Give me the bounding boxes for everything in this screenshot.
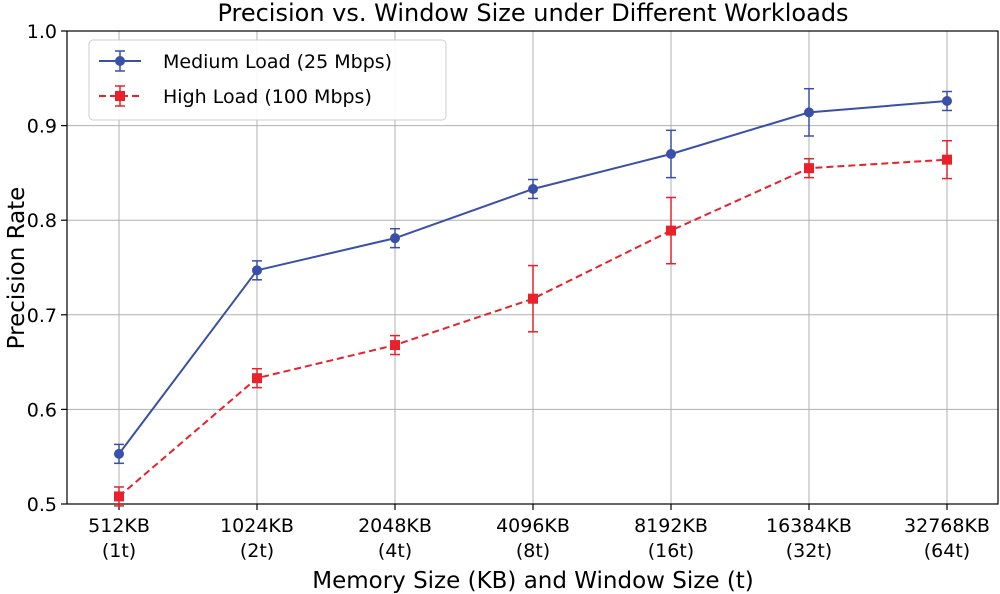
data-point xyxy=(528,293,538,304)
y-tick-label: 0.6 xyxy=(27,399,57,421)
series-layer xyxy=(114,87,952,507)
data-point xyxy=(390,340,400,351)
series-1 xyxy=(114,139,952,507)
legend-marker xyxy=(115,56,125,66)
x-tick-sublabel: (4t) xyxy=(378,540,412,562)
legend-label: High Load (100 Mbps) xyxy=(163,86,372,108)
data-point xyxy=(528,183,538,194)
data-point xyxy=(390,233,400,244)
chart-title: Precision vs. Window Size under Differen… xyxy=(217,0,848,27)
data-point xyxy=(666,225,676,236)
legend-box xyxy=(88,39,447,121)
legend-marker xyxy=(115,91,125,101)
data-point xyxy=(804,107,814,118)
data-point xyxy=(252,373,262,384)
x-tick-label: 2048KB xyxy=(358,515,432,537)
x-tick-sublabel: (32t) xyxy=(786,540,832,562)
data-point xyxy=(942,96,952,107)
data-point xyxy=(942,154,952,165)
x-tick-label: 16384KB xyxy=(766,515,852,537)
x-tick-label: 512KB xyxy=(88,515,150,537)
x-tick-sublabel: (2t) xyxy=(240,540,274,562)
legend: Medium Load (25 Mbps) High Load (100 Mbps… xyxy=(88,39,447,121)
data-point xyxy=(114,448,124,459)
legend-label: Medium Load (25 Mbps) xyxy=(163,51,392,73)
y-axis-label: Precision Rate xyxy=(4,187,30,350)
y-tick-label: 0.8 xyxy=(27,210,57,232)
x-tick-sublabel: (8t) xyxy=(516,540,550,562)
data-point xyxy=(804,163,814,174)
series-0 xyxy=(114,87,952,465)
data-point xyxy=(252,265,262,276)
x-tick-label: 1024KB xyxy=(220,515,294,537)
x-tick-sublabel: (64t) xyxy=(924,540,970,562)
x-tick-sublabel: (16t) xyxy=(648,540,694,562)
x-tick-label: 4096KB xyxy=(496,515,570,537)
y-tick-label: 1.0 xyxy=(27,21,57,43)
y-tick-label: 0.7 xyxy=(27,305,57,327)
data-point xyxy=(666,148,676,159)
x-axis-label: Memory Size (KB) and Window Size (t) xyxy=(312,568,754,594)
y-tick-label: 0.9 xyxy=(27,116,57,138)
x-tick-label: 32768KB xyxy=(904,515,990,537)
data-point xyxy=(114,491,124,502)
axes: 0.5 0.6 0.7 0.8 0.9 1.0 512KB (1t) 1024KB (2t) 204… xyxy=(27,21,999,562)
x-tick-sublabel: (1t) xyxy=(102,540,136,562)
y-tick-label: 0.5 xyxy=(27,494,57,516)
x-tick-label: 8192KB xyxy=(634,515,708,537)
